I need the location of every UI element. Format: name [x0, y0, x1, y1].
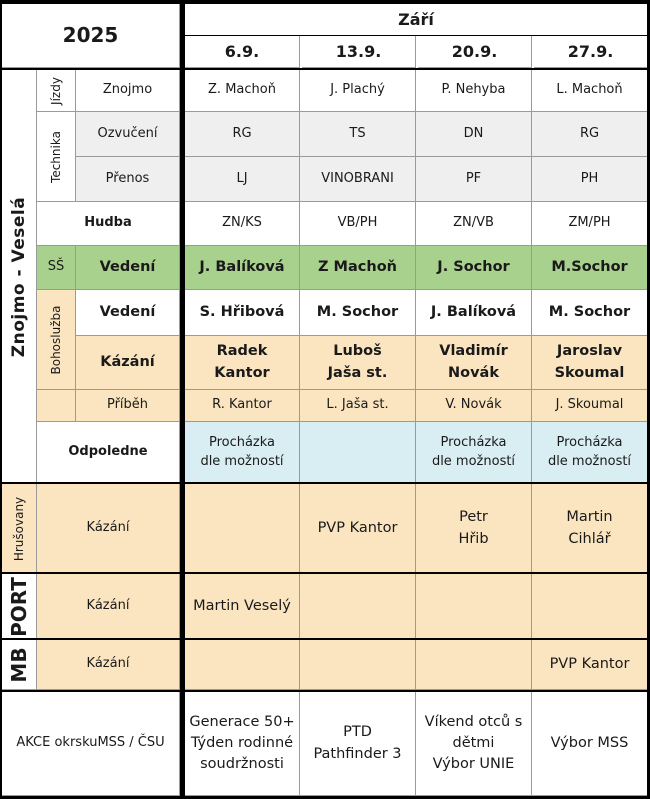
hudba-cell-3: ZN/VB — [416, 202, 532, 246]
znojmo-cell-4: L. Machoň — [532, 70, 648, 112]
border-top — [0, 0, 650, 4]
section-port-label: PORT — [7, 576, 31, 637]
ss_vedeni-cell-4: M.Sochor — [532, 246, 648, 290]
ozvuceni-cell-2: TS — [300, 112, 416, 157]
akce-cell-4: Výbor MSS — [532, 692, 648, 796]
row-label-ozvuceni: Ozvučení — [76, 112, 180, 157]
border-under-month — [185, 35, 648, 36]
akce-cell-1: Generace 50+ Týden rodinné soudržnosti — [185, 692, 300, 796]
border-section-mb — [0, 638, 650, 640]
section-jizdy: Jízdy — [37, 70, 76, 112]
border-bottom — [0, 796, 650, 799]
row-label-boh-vedeni: Vedení — [76, 290, 180, 336]
section-jizdy-label: Jízdy — [49, 76, 63, 105]
date-header-1: 6.9. — [185, 36, 300, 68]
akce-cell-3: Víkend otců s dětmi Výbor UNIE — [416, 692, 532, 796]
border-divider — [180, 0, 185, 799]
border-section-akce — [0, 690, 650, 692]
ss_vedeni-cell-2: Z Machoň — [300, 246, 416, 290]
boh_vedeni-cell-3: J. Balíková — [416, 290, 532, 336]
section-bohosluzba: Bohoslužba — [37, 290, 76, 390]
hudba-cell-4: ZM/PH — [532, 202, 648, 246]
ss_vedeni-cell-3: J. Sochor — [416, 246, 532, 290]
odpoledne-cell-2 — [300, 422, 416, 484]
boh_vedeni-cell-1: S. Hřibová — [185, 290, 300, 336]
odpoledne-cell-3: Procházka dle možností — [416, 422, 532, 484]
boh_vedeni-cell-4: M. Sochor — [532, 290, 648, 336]
prenos-cell-2: VINOBRANI — [300, 157, 416, 202]
row-label-znojmo: Znojmo — [76, 70, 180, 112]
pribeh-cell-3: V. Novák — [416, 390, 532, 422]
akce-cell-2: PTD Pathfinder 3 — [300, 692, 416, 796]
ozvuceni-cell-1: RG — [185, 112, 300, 157]
section-hrusovany: Hrušovany — [2, 484, 37, 574]
border-section-port — [0, 572, 650, 574]
row-label-hrusovany-kazani: Kázání — [37, 484, 180, 574]
hudba-cell-2: VB/PH — [300, 202, 416, 246]
pribeh-cell-1: R. Kantor — [185, 390, 300, 422]
hrusovany_kazani-cell-2: PVP Kantor — [300, 484, 416, 574]
section-bohosluzba-label: Bohoslužba — [49, 305, 63, 374]
row-label-hudba: Hudba — [37, 202, 180, 246]
row-label-mb-kazani: Kázání — [37, 640, 180, 690]
znojmo-cell-1: Z. Machoň — [185, 70, 300, 112]
section-bohosluzba-filler — [37, 390, 76, 422]
mb_kazani-cell-2 — [300, 640, 416, 690]
mb_kazani-cell-4: PVP Kantor — [532, 640, 648, 690]
ss_vedeni-cell-1: J. Balíková — [185, 246, 300, 290]
section-znojmo-vesela: Znojmo - Veselá — [2, 70, 37, 484]
row-label-prenos: Přenos — [76, 157, 180, 202]
date-header-2: 13.9. — [302, 36, 416, 68]
kazani-cell-4: Jaroslav Skoumal — [532, 336, 648, 390]
section-port: PORT — [2, 574, 37, 640]
mb_kazani-cell-3 — [416, 640, 532, 690]
kazani-cell-2: Luboš Jaša st. — [300, 336, 416, 390]
row-label-port-kazani: Kázání — [37, 574, 180, 640]
section-znojmo-vesela-label: Znojmo - Veselá — [9, 196, 29, 357]
month-header: Září — [185, 4, 648, 36]
odpoledne-cell-1: Procházka dle možností — [185, 422, 300, 484]
odpoledne-cell-4: Procházka dle možností — [532, 422, 648, 484]
port_kazani-cell-2 — [300, 574, 416, 640]
row-label-akce: AKCE okrskuMSS / ČSU — [2, 692, 180, 796]
port_kazani-cell-3 — [416, 574, 532, 640]
znojmo-cell-3: P. Nehyba — [416, 70, 532, 112]
row-label-odpoledne: Odpoledne — [37, 422, 180, 484]
prenos-cell-1: LJ — [185, 157, 300, 202]
section-technika-label: Technika — [49, 130, 63, 183]
border-right — [647, 0, 650, 799]
ozvuceni-cell-3: DN — [416, 112, 532, 157]
hrusovany_kazani-cell-4: Martin Cihlář — [532, 484, 648, 574]
hrusovany_kazani-cell-1 — [185, 484, 300, 574]
row-label-kazani: Kázání — [76, 336, 180, 390]
ozvuceni-cell-4: RG — [532, 112, 648, 157]
section-technika: Technika — [37, 112, 76, 202]
border-section-hrusovany — [0, 482, 650, 484]
prenos-cell-4: PH — [532, 157, 648, 202]
section-hrusovany-label: Hrušovany — [12, 496, 26, 561]
row-label-ss-vedeni: Vedení — [76, 246, 180, 290]
row-label-pribeh: Příběh — [76, 390, 180, 422]
date-header-3: 20.9. — [418, 36, 532, 68]
kazani-cell-1: Radek Kantor — [185, 336, 300, 390]
kazani-cell-3: Vladimír Novák — [416, 336, 532, 390]
port_kazani-cell-1: Martin Veselý — [185, 574, 300, 640]
year-header: 2025 — [2, 4, 180, 68]
znojmo-cell-2: J. Plachý — [300, 70, 416, 112]
section-mb-label: MB — [7, 646, 31, 683]
section-ss: SŠ — [37, 246, 76, 290]
border-under-header — [0, 68, 650, 70]
pribeh-cell-4: J. Skoumal — [532, 390, 648, 422]
hrusovany_kazani-cell-3: Petr Hřib — [416, 484, 532, 574]
section-mb: MB — [2, 640, 37, 690]
port_kazani-cell-4 — [532, 574, 648, 640]
mb_kazani-cell-1 — [185, 640, 300, 690]
pribeh-cell-2: L. Jaša st. — [300, 390, 416, 422]
hudba-cell-1: ZN/KS — [185, 202, 300, 246]
prenos-cell-3: PF — [416, 157, 532, 202]
border-left — [0, 0, 2, 799]
date-header-4: 27.9. — [534, 36, 648, 68]
boh_vedeni-cell-2: M. Sochor — [300, 290, 416, 336]
